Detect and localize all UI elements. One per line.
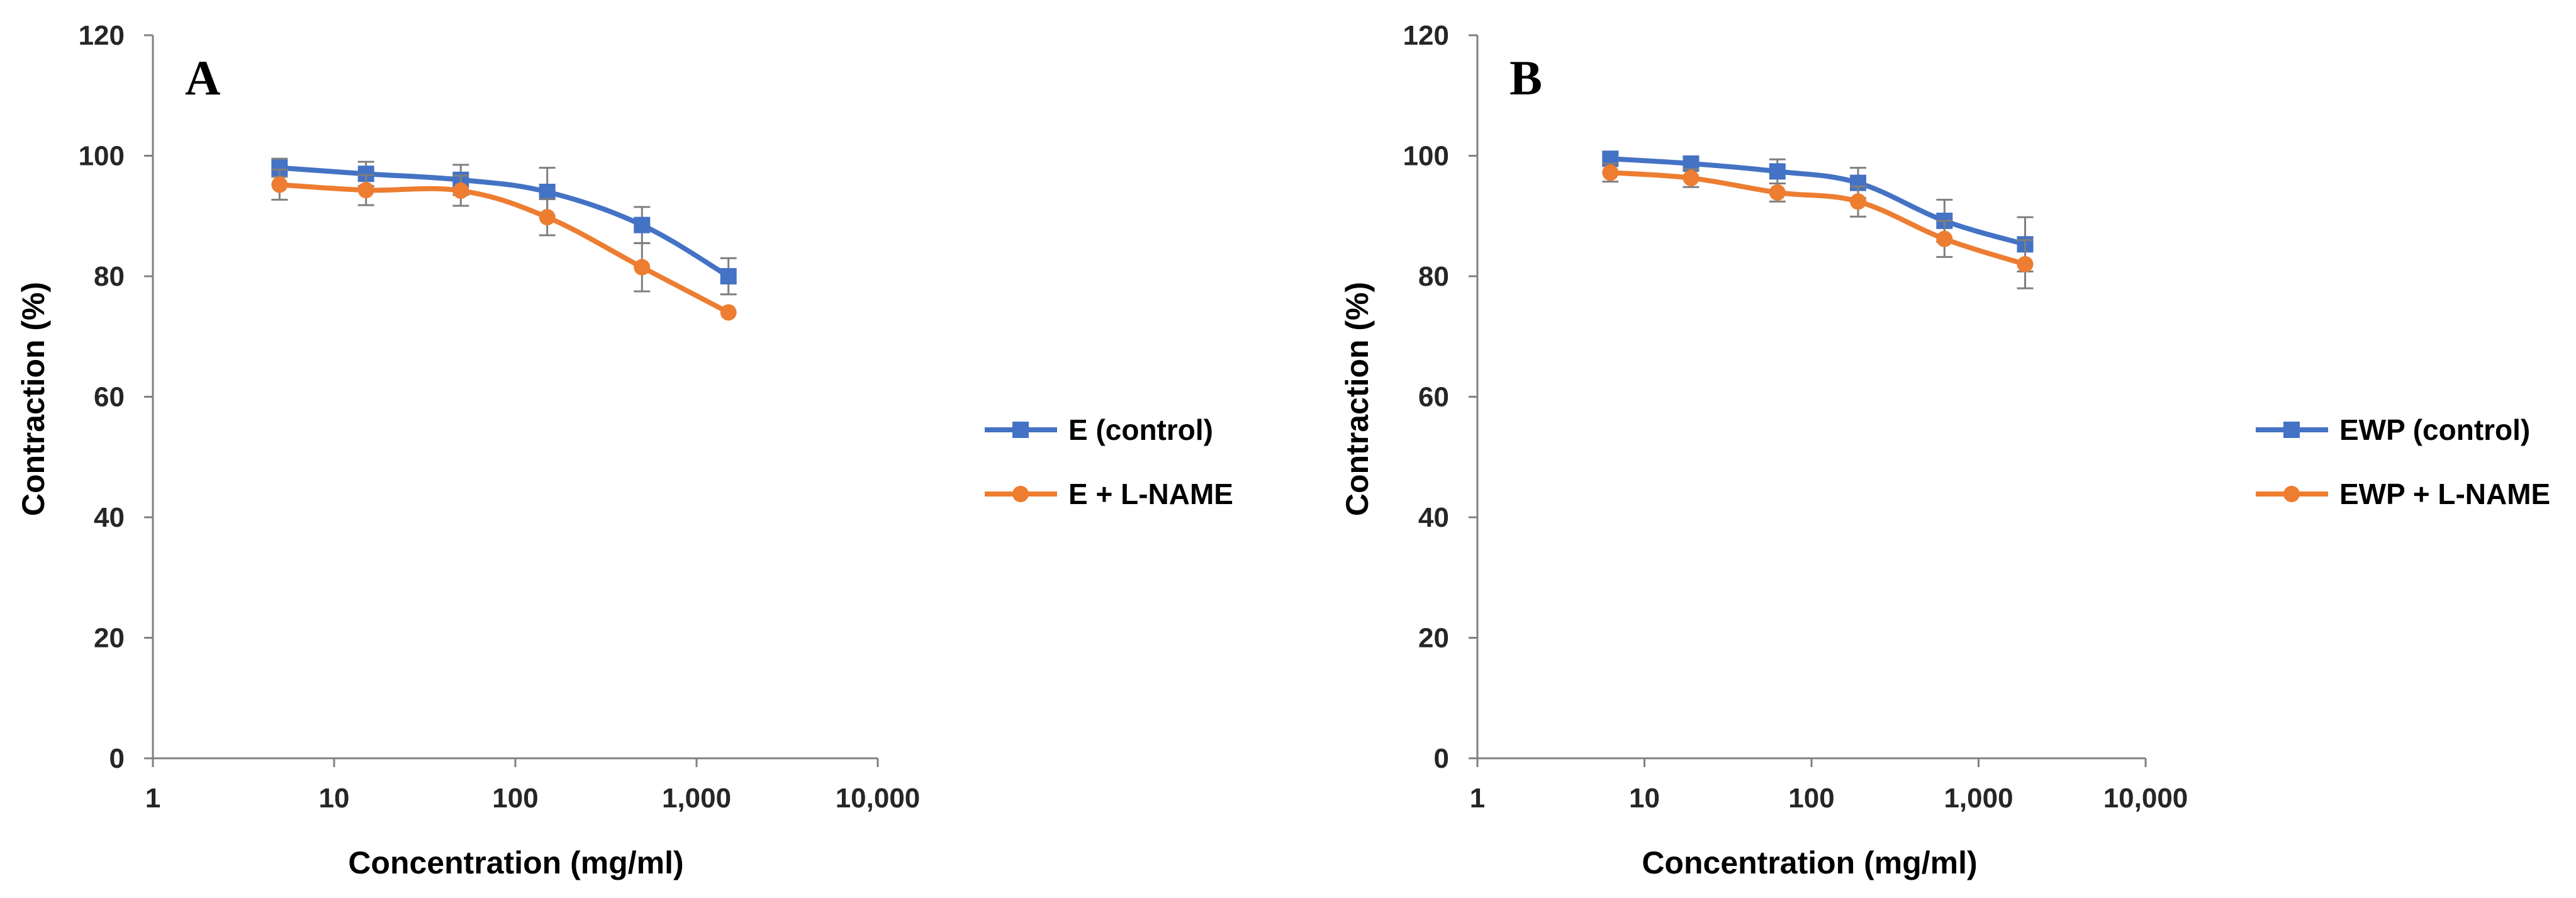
x-tick-label: 10,000 — [836, 783, 921, 814]
data-point — [1769, 163, 1786, 180]
data-point — [634, 216, 651, 233]
y-tick-label: 60 — [1418, 382, 1449, 413]
series-control — [271, 157, 737, 296]
x-tick-label: 100 — [1788, 783, 1834, 814]
legend-entry: EWP + L-NAME — [2256, 478, 2550, 510]
panel-label: B — [1509, 50, 1542, 105]
y-tick-label: 100 — [79, 141, 125, 172]
y-tick-label: 120 — [79, 20, 125, 51]
legend-entry: EWP (control) — [2256, 413, 2530, 446]
y-axis-title: Contraction (%) — [1340, 282, 1375, 516]
x-tick-label: 10 — [319, 783, 350, 814]
x-axis-title: Concentration (mg/ml) — [1642, 845, 1977, 880]
legend-entry: E + L-NAME — [985, 478, 1233, 510]
series-line — [1608, 156, 2028, 247]
y-tick-label: 100 — [1403, 141, 1449, 172]
data-point — [1602, 164, 1619, 181]
legend-marker — [2283, 486, 2300, 502]
data-point — [720, 268, 737, 284]
y-tick-label: 40 — [1418, 502, 1449, 533]
data-point — [452, 182, 469, 199]
data-point — [1769, 184, 1786, 201]
panel-label: A — [185, 50, 220, 105]
y-tick-label: 80 — [94, 261, 125, 292]
x-tick-label: 1,000 — [662, 783, 731, 814]
data-point — [1683, 169, 1700, 186]
legend-marker — [1012, 486, 1029, 502]
series-line — [277, 182, 731, 315]
legend-label: EWP + L-NAME — [2339, 478, 2550, 510]
y-tick-label: 60 — [94, 382, 125, 413]
data-point — [271, 176, 288, 193]
x-tick-label: 1 — [1470, 783, 1485, 814]
x-tick-label: 10,000 — [2103, 783, 2188, 814]
data-point — [634, 259, 651, 276]
chart-panel-a: A Contraction (%) Concentration (mg/ml) … — [16, 20, 1233, 880]
y-tick-label: 0 — [109, 743, 125, 774]
series-line — [277, 165, 731, 279]
series-l-name — [271, 169, 737, 321]
data-point — [357, 182, 374, 199]
data-point — [1936, 230, 1953, 247]
series-l-name — [1602, 162, 2034, 289]
legend-marker — [2283, 422, 2300, 438]
legend-marker — [1012, 422, 1029, 438]
x-tick-label: 1,000 — [1944, 783, 2013, 814]
x-tick-label: 1 — [145, 783, 160, 814]
y-tick-label: 120 — [1403, 20, 1449, 51]
legend-label: E (control) — [1068, 413, 1213, 446]
y-tick-label: 0 — [1434, 743, 1449, 774]
y-tick-label: 80 — [1418, 261, 1449, 292]
x-axis-title: Concentration (mg/ml) — [348, 845, 683, 880]
x-tick-label: 10 — [1629, 783, 1660, 814]
series-control — [1602, 150, 2034, 272]
data-point — [539, 183, 556, 200]
y-tick-label: 20 — [94, 623, 125, 654]
y-tick-label: 40 — [94, 502, 125, 533]
data-point — [2017, 255, 2034, 272]
y-tick-label: 20 — [1418, 623, 1449, 654]
data-point — [1850, 193, 1867, 210]
x-tick-label: 100 — [492, 783, 538, 814]
data-point — [720, 304, 737, 321]
legend-entry: E (control) — [985, 413, 1213, 446]
series-line — [1608, 170, 2028, 267]
legend-label: EWP (control) — [2339, 413, 2530, 446]
chart-panel-b: B Contraction (%) Concentration (mg/ml) … — [1340, 20, 2550, 880]
data-point — [539, 209, 556, 226]
y-axis-title: Contraction (%) — [16, 282, 51, 516]
legend-label: E + L-NAME — [1068, 478, 1233, 510]
